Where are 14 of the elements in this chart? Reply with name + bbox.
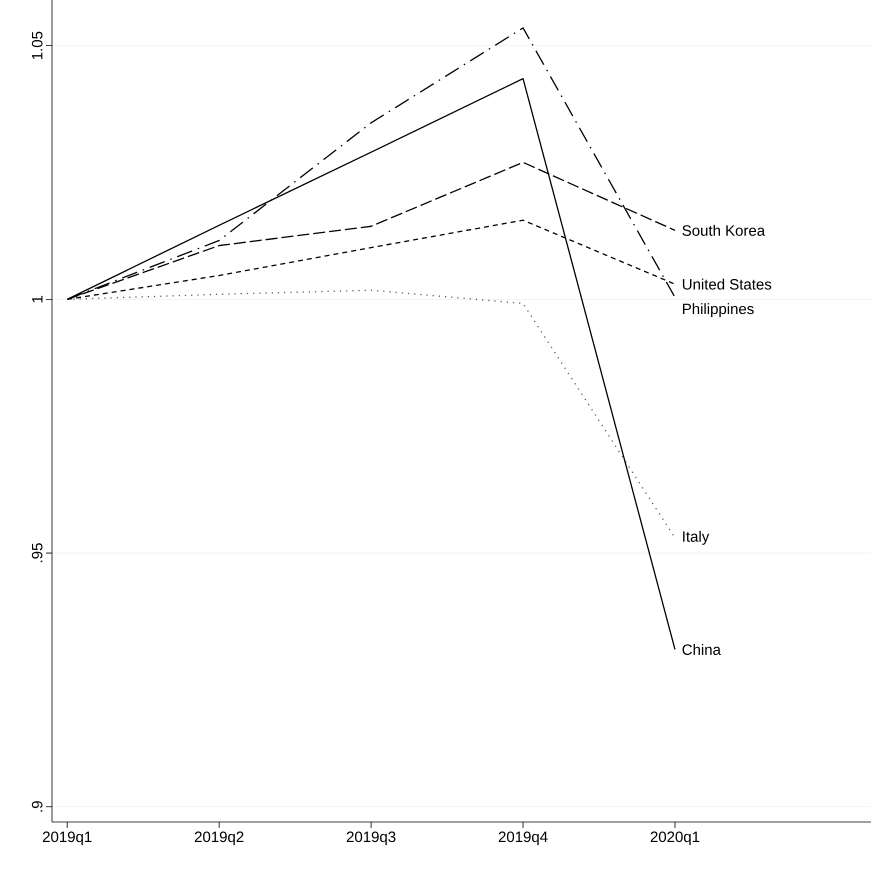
series-label: Philippines <box>682 303 754 318</box>
x-tick-label: 2020q1 <box>650 832 700 846</box>
series-label: United States <box>682 278 772 290</box>
x-tick-label: 2019q1 <box>42 832 92 846</box>
y-tick-label: 1.05 <box>32 32 42 60</box>
series-label: Italy <box>683 530 710 545</box>
series-label: China <box>682 644 721 655</box>
y-tick-label: .95 <box>32 543 42 562</box>
y-tick-label: .9 <box>32 801 42 812</box>
x-tick-label: 2019q4 <box>498 832 548 846</box>
x-tick-label: 2019q2 <box>194 832 244 846</box>
x-tick-label: 2019q3 <box>346 832 396 846</box>
series-label: South Korea <box>682 224 766 236</box>
y-tick-label: 1 <box>32 296 42 302</box>
